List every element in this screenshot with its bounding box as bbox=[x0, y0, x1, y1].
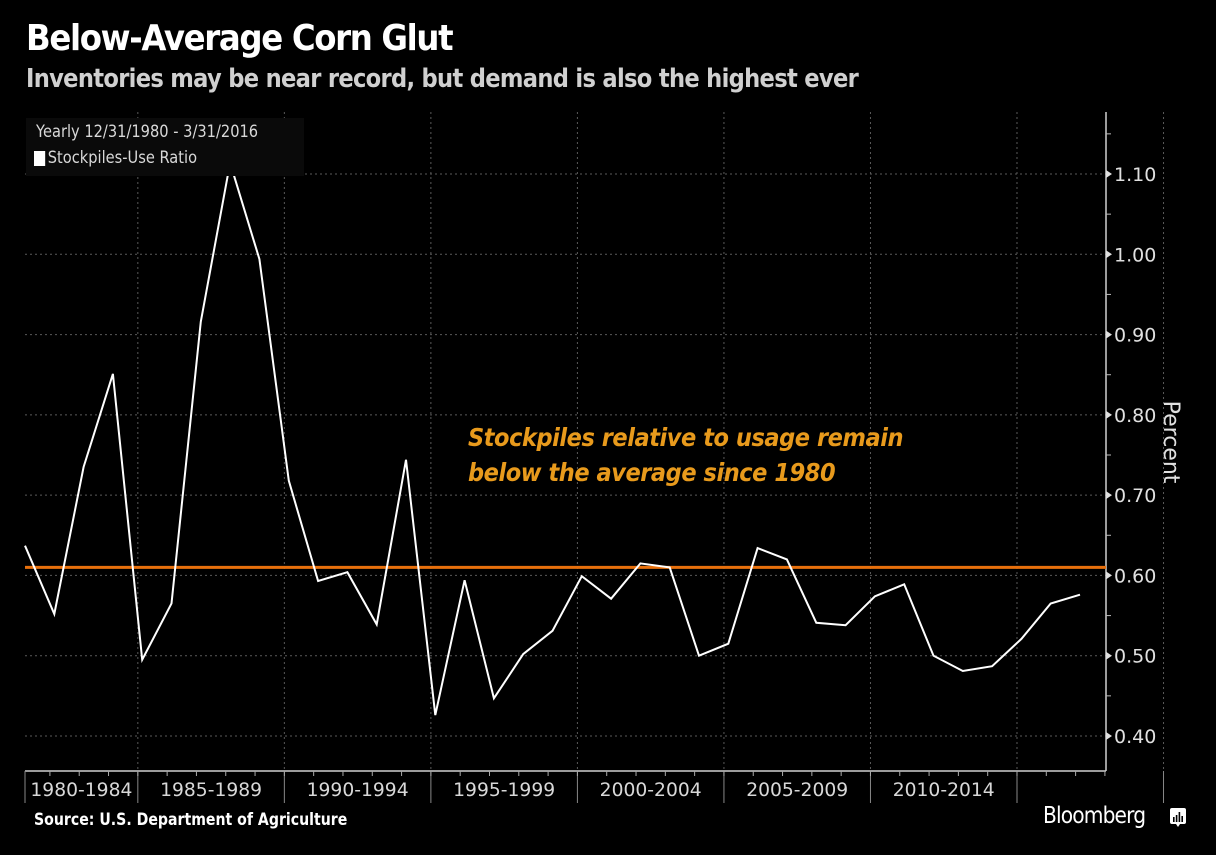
chart-annotation: Stockpiles relative to usage remain belo… bbox=[468, 420, 903, 490]
data-point bbox=[903, 583, 905, 585]
data-point bbox=[434, 714, 436, 716]
data-point bbox=[346, 571, 348, 573]
data-point bbox=[405, 459, 407, 461]
y-tick-marker bbox=[1106, 732, 1112, 740]
chart-title: Below-Average Corn Glut bbox=[26, 18, 454, 59]
x-tick-label: 1985-1989 bbox=[160, 779, 262, 801]
data-point bbox=[112, 373, 114, 375]
x-tick-label: 1980-1984 bbox=[30, 779, 132, 801]
y-tick-label: 1.10 bbox=[1114, 164, 1156, 186]
data-point bbox=[845, 624, 847, 626]
y-tick-label: 0.60 bbox=[1114, 565, 1156, 587]
y-tick-marker bbox=[1106, 250, 1112, 259]
data-point bbox=[786, 558, 788, 560]
data-point bbox=[991, 665, 993, 667]
y-tick-marker bbox=[1106, 170, 1112, 178]
y-tick-label: 0.90 bbox=[1114, 325, 1156, 347]
legend: Yearly 12/31/1980 - 3/31/2016 Stockpiles… bbox=[26, 118, 304, 176]
y-tick-label: 0.50 bbox=[1114, 646, 1156, 668]
axes bbox=[25, 112, 1107, 772]
data-point bbox=[171, 603, 173, 605]
x-tick-label: 2005-2009 bbox=[746, 779, 848, 801]
y-tick-marker bbox=[1106, 410, 1112, 419]
x-tick-label: 1995-1999 bbox=[453, 779, 555, 801]
data-point bbox=[53, 613, 55, 615]
annotation-line-2: below the average since 1980 bbox=[468, 458, 836, 487]
data-point bbox=[757, 547, 759, 549]
data-point bbox=[639, 562, 641, 564]
data-point bbox=[83, 466, 85, 468]
data-point bbox=[874, 595, 876, 597]
source-note: Source: U.S. Department of Agriculture bbox=[34, 810, 348, 830]
data-point bbox=[698, 655, 700, 657]
data-point bbox=[522, 653, 524, 655]
data-point bbox=[962, 670, 964, 672]
chart-subtitle: Inventories may be near record, but dema… bbox=[26, 64, 859, 94]
x-tick-label: 1990-1994 bbox=[307, 779, 409, 801]
data-point bbox=[552, 630, 554, 632]
legend-period: Yearly 12/31/1980 - 3/31/2016 bbox=[36, 122, 259, 142]
data-point bbox=[1079, 594, 1081, 596]
data-point bbox=[1020, 638, 1022, 640]
data-point bbox=[464, 579, 466, 581]
data-point bbox=[610, 598, 612, 600]
y-tick-marker bbox=[1106, 491, 1112, 500]
legend-item-stockpiles-use-ratio: Stockpiles-Use Ratio bbox=[34, 148, 197, 168]
data-point bbox=[288, 480, 290, 482]
data-point bbox=[1050, 603, 1052, 605]
series-line-stockpiles-use-ratio bbox=[24, 162, 1081, 716]
y-tick-marker bbox=[1106, 330, 1112, 339]
data-point bbox=[141, 659, 143, 661]
data-point bbox=[376, 623, 378, 625]
data-point bbox=[493, 697, 495, 699]
y-axis-label: Percent bbox=[1158, 401, 1183, 484]
legend-label: Stockpiles-Use Ratio bbox=[47, 148, 198, 168]
data-point bbox=[669, 566, 671, 568]
data-point bbox=[258, 258, 260, 260]
brand-logo: Bloomberg bbox=[1043, 803, 1146, 829]
data-point bbox=[815, 622, 817, 624]
y-tick-label: 0.70 bbox=[1114, 485, 1156, 507]
annotation-line-1: Stockpiles relative to usage remain bbox=[468, 423, 904, 452]
y-axis-ticks: 0.40 0.50 0.60 0.70 0.80 0.90 1.00 1.10 bbox=[1106, 133, 1156, 748]
x-tick-label: 2000-2004 bbox=[600, 779, 702, 801]
x-axis-ticks: 1980-1984 1985-1989 1990-1994 1995-1999 2000… bbox=[24, 771, 1165, 803]
data-point bbox=[727, 643, 729, 645]
y-tick-marker bbox=[1106, 651, 1112, 660]
data-point bbox=[317, 580, 319, 582]
data-point bbox=[581, 575, 583, 577]
data-point bbox=[200, 321, 202, 323]
y-tick-marker bbox=[1106, 571, 1112, 580]
y-tick-label: 1.00 bbox=[1114, 244, 1156, 266]
legend-swatch-icon bbox=[34, 150, 46, 166]
x-tick-label: 2010-2014 bbox=[893, 779, 995, 801]
y-tick-label: 0.80 bbox=[1114, 405, 1156, 427]
data-point bbox=[932, 655, 934, 657]
data-point bbox=[24, 545, 26, 547]
bloomberg-chart-icon bbox=[1170, 808, 1186, 827]
y-tick-label: 0.40 bbox=[1114, 726, 1156, 748]
